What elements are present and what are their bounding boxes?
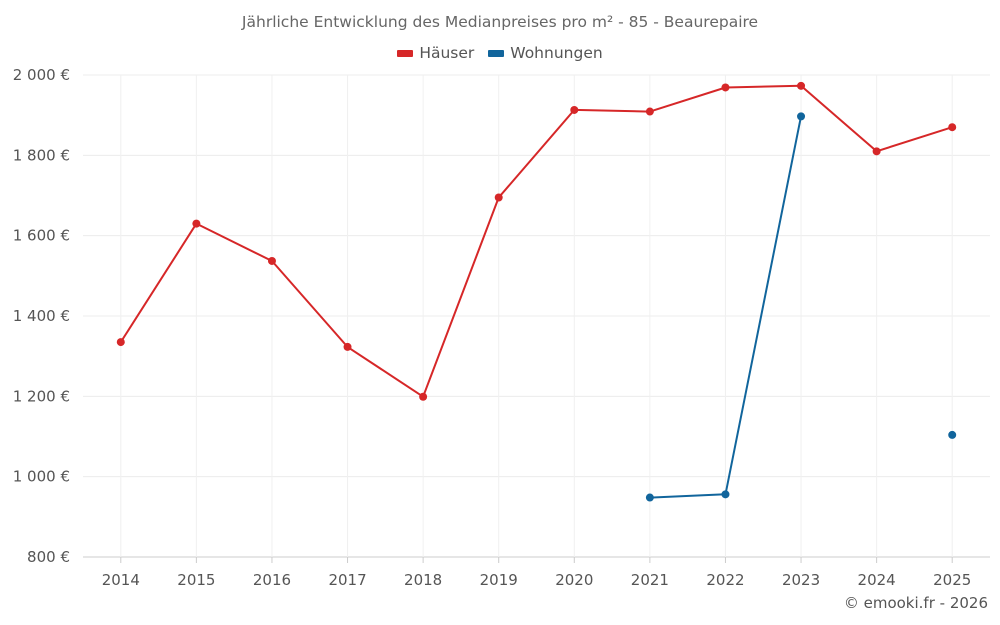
x-tick-label: 2021 (631, 571, 669, 589)
data-point-haeuser[interactable] (645, 107, 654, 116)
y-tick-label: 800 € (27, 548, 70, 566)
series-line-haeuser (119, 84, 954, 398)
data-point-haeuser[interactable] (192, 219, 201, 228)
y-tick-label: 1 400 € (13, 307, 70, 325)
data-point-wohnungen[interactable] (645, 493, 654, 502)
x-tick-label: 2025 (933, 571, 971, 589)
x-tick-label: 2024 (858, 571, 896, 589)
data-point-haeuser[interactable] (948, 123, 957, 132)
data-point-haeuser[interactable] (570, 105, 579, 114)
data-point-haeuser[interactable] (721, 83, 730, 92)
data-point-haeuser[interactable] (419, 392, 428, 401)
data-point-haeuser[interactable] (267, 256, 276, 265)
x-tick-label: 2017 (328, 571, 366, 589)
chart-legend: Häuser Wohnungen (0, 44, 1000, 62)
data-point-haeuser[interactable] (797, 81, 806, 90)
legend-swatch-haeuser (397, 49, 414, 57)
y-tick-label: 1 000 € (13, 468, 70, 486)
chart-title: Jährliche Entwicklung des Medianpreises … (241, 13, 759, 31)
x-tick-label: 2015 (177, 571, 215, 589)
data-point-haeuser[interactable] (494, 193, 503, 202)
legend-label-wohnungen: Wohnungen (510, 44, 603, 62)
y-tick-label: 2 000 € (13, 66, 70, 84)
data-point-wohnungen[interactable] (797, 112, 806, 121)
x-tick-label: 2018 (404, 571, 442, 589)
x-tick-label: 2019 (480, 571, 518, 589)
data-point-wohnungen[interactable] (948, 430, 957, 439)
y-tick-label: 1 800 € (13, 146, 70, 164)
legend-item-haeuser[interactable]: Häuser (397, 44, 474, 62)
x-tick-label: 2016 (253, 571, 291, 589)
data-point-haeuser[interactable] (872, 147, 881, 156)
x-tick-label: 2022 (706, 571, 744, 589)
y-tick-label: 1 600 € (13, 227, 70, 245)
data-point-wohnungen[interactable] (721, 490, 730, 499)
x-tick-label: 2014 (102, 571, 140, 589)
y-tick-label: 1 200 € (13, 387, 70, 405)
x-tick-label: 2020 (555, 571, 593, 589)
data-point-haeuser[interactable] (116, 338, 125, 347)
legend-label-haeuser: Häuser (419, 44, 475, 62)
x-tick-label: 2023 (782, 571, 820, 589)
legend-swatch-wohnungen (488, 49, 505, 57)
credit-text: © emooki.fr - 2026 (843, 594, 988, 612)
legend-item-wohnungen[interactable]: Wohnungen (488, 44, 603, 62)
data-point-haeuser[interactable] (343, 342, 352, 351)
